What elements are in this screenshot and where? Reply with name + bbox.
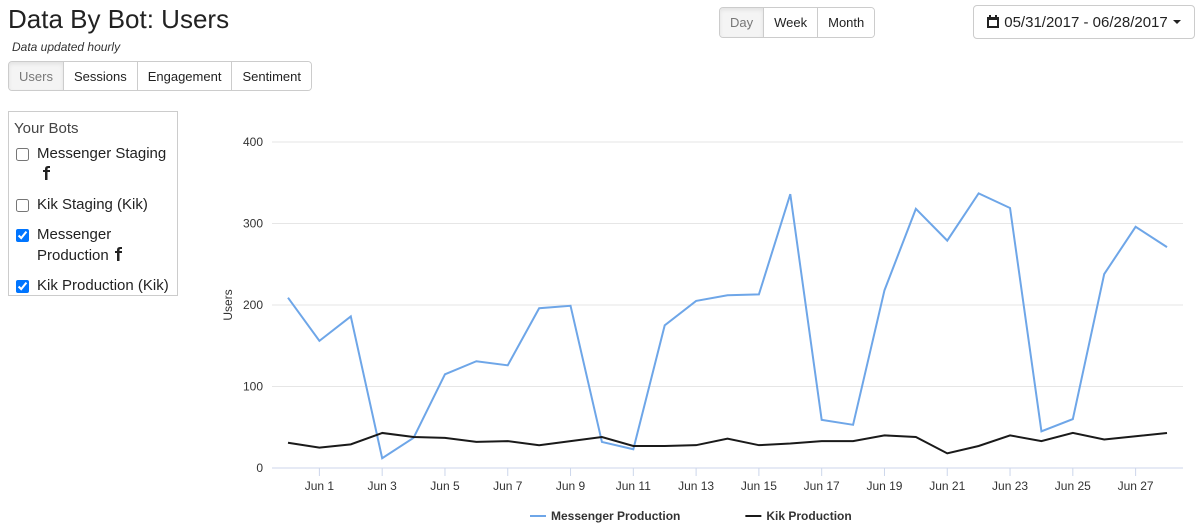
bot-name: Kik Staging (Kik): [37, 196, 148, 213]
bot-name: Messenger Production: [37, 226, 112, 264]
series-line: [287, 192, 1168, 460]
x-tick-label: Jun 21: [929, 479, 965, 493]
y-tick-label: 200: [243, 298, 263, 312]
tab[interactable]: Sentiment: [231, 62, 311, 90]
x-tick-label: Jun 5: [430, 479, 460, 493]
series-line: [287, 431, 1168, 455]
x-tick-label: Jun 23: [992, 479, 1028, 493]
tab[interactable]: Users: [9, 62, 63, 90]
bot-label: Messenger Production: [37, 224, 169, 266]
calendar-icon: [987, 15, 1000, 28]
period-button[interactable]: Month: [817, 8, 875, 37]
bots: Messenger Staging Kik Staging (Kik) Messen…: [14, 143, 172, 296]
bot-label: Kik Staging (Kik): [37, 194, 169, 215]
facebook-icon: [114, 247, 122, 261]
metric-tabs: Users Sessions Engagement Sentiment: [8, 61, 312, 91]
period-button[interactable]: Day: [720, 8, 764, 37]
bot-item: Kik Staging (Kik): [14, 194, 172, 215]
bot-item: Messenger Production: [14, 224, 172, 266]
y-tick-label: 100: [243, 380, 263, 394]
bot-list: Your Bots Messenger Staging Kik Staging (…: [8, 111, 178, 296]
x-tick-label: Jun 11: [616, 479, 651, 493]
period-button[interactable]: Week: [763, 8, 818, 37]
bot-label: Messenger Staging: [37, 143, 169, 185]
subtitle: Data updated hourly: [12, 40, 121, 54]
bot-name: Kik Production (Kik): [37, 277, 169, 294]
x-tick-label: Jun 19: [866, 479, 902, 493]
tab[interactable]: Sessions: [62, 62, 137, 90]
bot-item: Kik Production (Kik): [14, 275, 172, 296]
x-tick-label: Jun 7: [493, 479, 523, 493]
period-selector: Day Week Month: [719, 7, 876, 38]
date-range: 05/31/2017 - 06/28/2017: [1004, 13, 1168, 31]
x-tick-label: Jun 15: [741, 479, 777, 493]
y-tick-label: 400: [243, 135, 263, 149]
bot-checkbox[interactable]: [16, 229, 29, 242]
bot-checkbox[interactable]: [16, 199, 29, 212]
page-title: Data By Bot: Users: [8, 4, 230, 34]
y-tick-label: 0: [256, 461, 263, 475]
bot-checkbox[interactable]: [16, 148, 29, 161]
legend-label: Messenger Production: [551, 509, 680, 523]
bot-label: Kik Production (Kik): [37, 275, 169, 296]
x-tick-label: Jun 17: [804, 479, 840, 493]
legend-label: Kik Production: [766, 509, 851, 523]
caret-icon: [1172, 20, 1181, 24]
x-tick-label: Jun 25: [1055, 479, 1091, 493]
x-tick-label: Jun 3: [367, 479, 397, 493]
bot-name: Messenger Staging: [37, 145, 167, 162]
x-tick-label: Jun 13: [678, 479, 714, 493]
facebook-icon: [43, 166, 50, 180]
x-tick-label: Jun 9: [556, 479, 586, 493]
x-tick-label: Jun 27: [1118, 479, 1154, 493]
date-range-button[interactable]: 05/31/2017 - 06/28/2017: [973, 5, 1195, 39]
bot-checkbox[interactable]: [16, 280, 29, 293]
y-axis-label: Users: [221, 289, 235, 320]
bot-list-title: Your Bots: [14, 120, 79, 137]
tab[interactable]: Engagement: [136, 62, 232, 90]
bot-item: Messenger Staging: [14, 143, 172, 185]
x-tick-label: Jun 1: [305, 479, 335, 493]
y-tick-label: 300: [243, 217, 263, 231]
